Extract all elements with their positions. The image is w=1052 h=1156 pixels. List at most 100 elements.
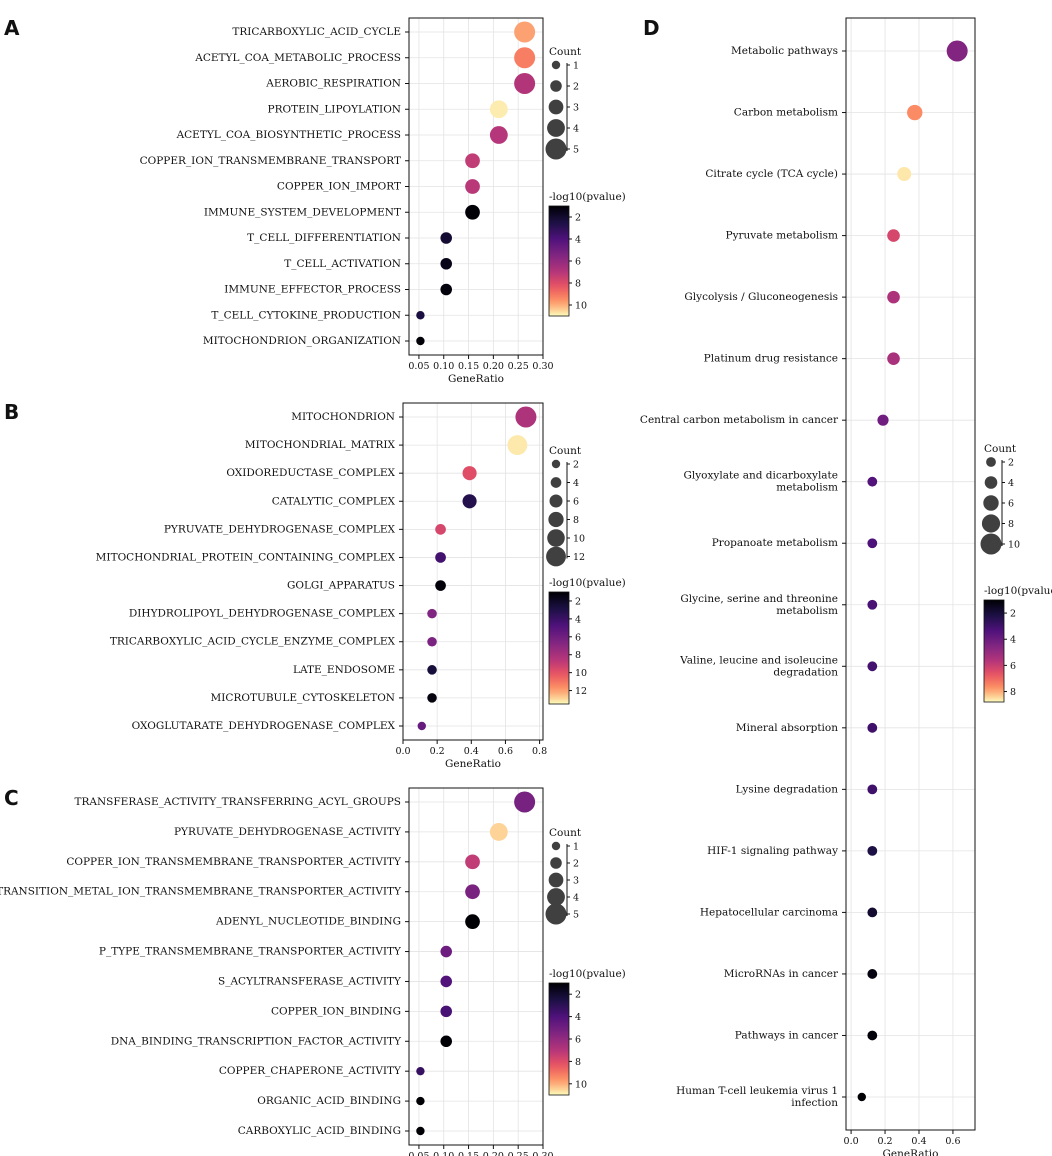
data-point: [887, 229, 900, 242]
colorbar-tick-label: 8: [1010, 687, 1016, 698]
term-label-line: infection: [791, 1097, 838, 1109]
data-point: [427, 693, 437, 703]
term-label-line: OXIDOREDUCTASE_COMPLEX: [226, 467, 395, 479]
count-legend-dot: [981, 514, 1001, 533]
term-label: S_ACYLTRANSFERASE_ACTIVITY: [218, 975, 402, 987]
count-legend-dot: [547, 888, 565, 906]
colorbar-tick-label: 4: [1010, 635, 1016, 646]
data-point: [440, 1005, 452, 1018]
data-point: [440, 283, 452, 296]
data-point: [507, 435, 528, 456]
plot-frame: [402, 402, 544, 741]
data-point: [514, 791, 536, 813]
term-label: TRANSFERASE_ACTIVITY_TRANSFERRING_ACYL_G…: [75, 796, 402, 808]
count-legend-label: 8: [573, 515, 579, 526]
x-tick-label: 0.0: [844, 1136, 859, 1147]
colorbar-tick-label: 2: [575, 596, 581, 607]
term-label-line: MICROTUBULE_CYTOSKELETON: [211, 692, 395, 704]
count-legend-dot: [548, 99, 564, 115]
colorbar-tick-label: 12: [575, 686, 587, 697]
count-legend-label: 4: [1008, 478, 1014, 489]
count-legend-dot: [548, 511, 564, 528]
x-tick-label: 0.15: [458, 361, 479, 372]
count-legend-label: 2: [573, 859, 579, 870]
data-point: [907, 104, 923, 121]
term-label-line: ACETYL_COA_BIOSYNTHETIC_PROCESS: [176, 129, 401, 141]
data-point: [427, 636, 437, 647]
term-label: DNA_BINDING_TRANSCRIPTION_FACTOR_ACTIVIT…: [111, 1035, 402, 1047]
term-label: MICROTUBULE_CYTOSKELETON: [211, 692, 395, 704]
data-point: [416, 336, 425, 346]
count-legend-dot: [984, 476, 998, 489]
data-point: [440, 232, 452, 244]
colorbar-tick-label: 2: [575, 213, 581, 224]
term-label: ORGANIC_ACID_BINDING: [257, 1095, 401, 1107]
x-tick-label: 0.20: [483, 1151, 504, 1156]
term-label: Pyruvate metabolism: [726, 230, 839, 242]
term-label-line: Glycolysis / Gluconeogenesis: [684, 291, 838, 303]
term-label-line: Valine, leucine and isoleucine: [679, 654, 838, 666]
term-label-line: COPPER_ION_IMPORT: [277, 181, 401, 193]
term-label: IMMUNE_EFFECTOR_PROCESS: [224, 284, 401, 296]
data-point: [465, 914, 480, 929]
term-label-line: Pathways in cancer: [735, 1029, 839, 1041]
colorbar: [983, 599, 1005, 703]
data-point: [514, 47, 536, 69]
term-label: Metabolic pathways: [731, 45, 838, 57]
plot-frame: [408, 787, 544, 1146]
data-point: [465, 884, 480, 900]
data-point: [877, 414, 889, 426]
count-legend-dot: [551, 459, 561, 469]
count-legend-dot: [549, 494, 563, 508]
data-point: [867, 476, 878, 487]
colorbar-tick-label: 4: [575, 1012, 581, 1023]
count-legend-dot: [545, 138, 567, 160]
term-label: LATE_ENDOSOME: [293, 664, 395, 676]
term-label-line: DNA_BINDING_TRANSCRIPTION_FACTOR_ACTIVIT…: [111, 1035, 402, 1047]
count-legend-dot: [545, 903, 567, 925]
data-point: [416, 1066, 425, 1076]
data-point: [462, 494, 477, 509]
term-label-line: OXOGLUTARATE_DEHYDROGENASE_COMPLEX: [132, 720, 396, 732]
count-legend-dot: [986, 457, 996, 467]
count-legend-dot: [546, 546, 566, 567]
term-label-line: Platinum drug resistance: [704, 353, 838, 365]
data-point: [514, 73, 536, 94]
term-label-line: Metabolic pathways: [731, 45, 838, 57]
x-tick-label: 0.2: [430, 746, 445, 757]
count-legend-label: 6: [1008, 499, 1014, 510]
count-legend-dot: [547, 529, 565, 547]
data-point: [867, 907, 878, 918]
x-tick-label: 0.30: [532, 361, 553, 372]
term-label-line: Pyruvate metabolism: [726, 230, 839, 242]
data-point: [489, 100, 508, 119]
term-label: PYRUVATE_DEHYDROGENASE_ACTIVITY: [174, 826, 402, 838]
color-legend-title: -log10(pvalue): [549, 577, 626, 589]
term-label-line: MicroRNAs in cancer: [724, 968, 839, 980]
term-label-line: TRANSFERASE_ACTIVITY_TRANSFERRING_ACYL_G…: [75, 796, 402, 808]
count-legend-dot: [551, 60, 561, 70]
term-label-line: DIHYDROLIPOYL_DEHYDROGENASE_COMPLEX: [129, 608, 396, 620]
term-label-line: P_TYPE_TRANSMEMBRANE_TRANSPORTER_ACTIVIT…: [99, 946, 402, 958]
count-legend-dot: [551, 841, 561, 851]
term-label-line: TRANSITION_METAL_ION_TRANSMEMBRANE_TRANS…: [0, 886, 402, 898]
panel-label: B: [4, 400, 19, 424]
color-legend-title: -log10(pvalue): [549, 968, 626, 980]
data-point: [887, 290, 900, 304]
data-point: [887, 352, 900, 365]
data-point: [867, 722, 878, 733]
term-label: P_TYPE_TRANSMEMBRANE_TRANSPORTER_ACTIVIT…: [99, 946, 402, 958]
data-point: [514, 21, 536, 43]
count-legend-label: 5: [573, 910, 579, 921]
count-legend-label: 5: [573, 145, 579, 156]
color-legend-title: -log10(pvalue): [984, 585, 1052, 597]
x-tick-label: 0.10: [433, 1151, 454, 1156]
data-point: [440, 975, 452, 988]
data-point: [867, 661, 878, 672]
count-legend-title: Count: [549, 46, 582, 58]
count-legend-label: 12: [573, 552, 585, 563]
term-label-line: Human T-cell leukemia virus 1: [676, 1085, 838, 1097]
count-legend-label: 2: [573, 460, 579, 471]
count-legend-label: 4: [573, 478, 579, 489]
